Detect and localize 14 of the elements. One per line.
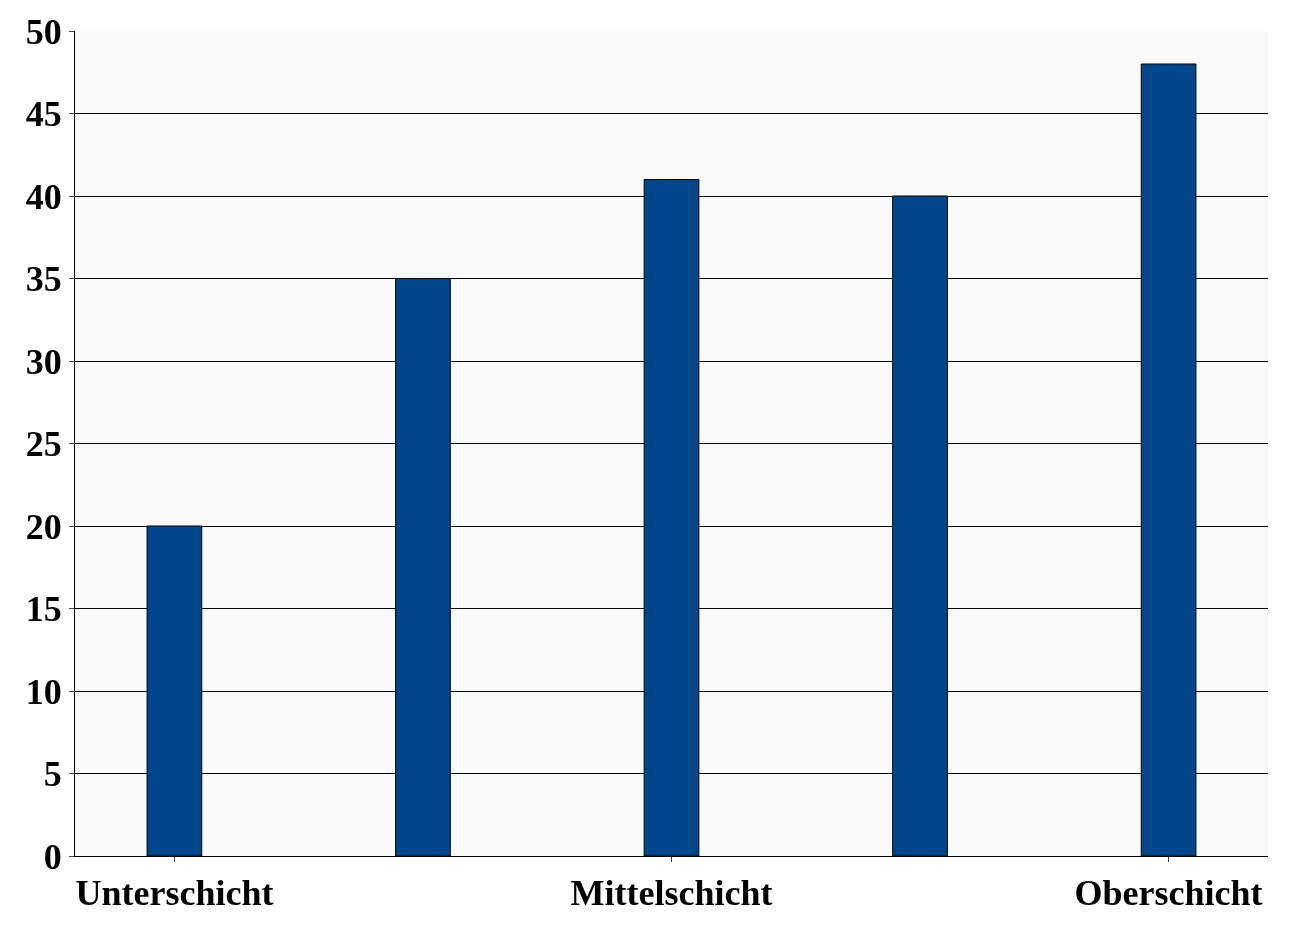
y-tick-label: 25 [25, 424, 62, 465]
y-tick-label: 35 [25, 259, 62, 300]
y-tick-label: 50 [25, 11, 62, 52]
x-tick-label: Mittelschicht [570, 873, 773, 914]
y-tick-label: 45 [25, 94, 62, 135]
y-tick-label: 15 [25, 589, 62, 630]
y-tick-label: 0 [43, 836, 62, 877]
y-tick-label: 10 [25, 671, 62, 712]
y-tick-label: 5 [43, 754, 62, 795]
y-tick-label: 20 [25, 506, 62, 547]
x-tick-label: Oberschicht [1074, 873, 1263, 914]
x-tick-label: Unterschicht [75, 873, 274, 914]
y-tick-label: 40 [25, 176, 62, 217]
y-tick-label: 30 [25, 341, 62, 382]
